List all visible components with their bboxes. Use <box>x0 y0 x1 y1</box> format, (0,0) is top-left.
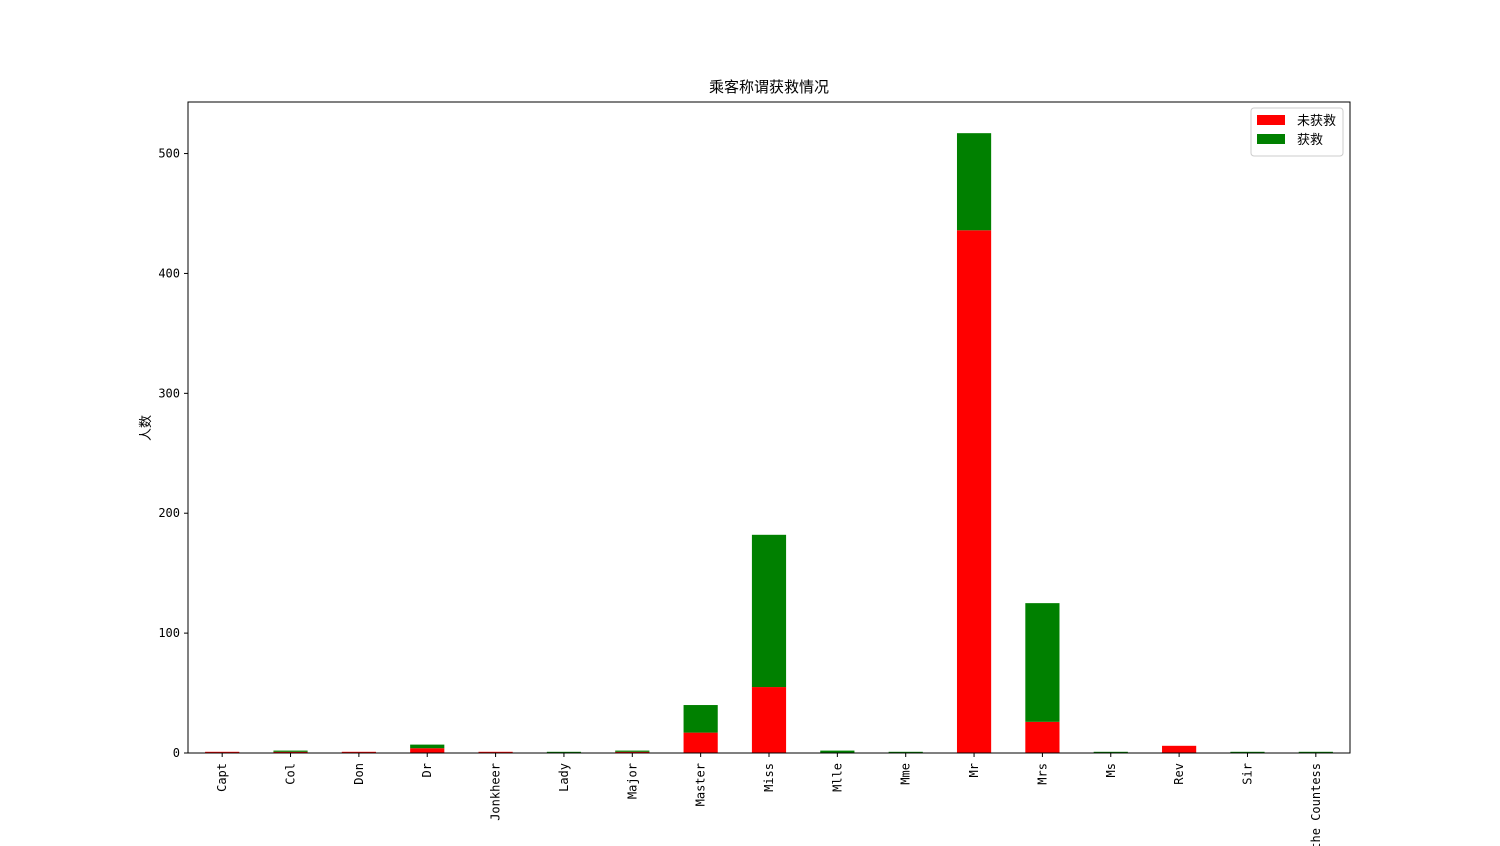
x-axis: Capt Col Don Dr Jonkheer Lady Major Master Miss M… <box>215 753 1323 846</box>
x-tick-label: Lady <box>557 763 571 792</box>
x-tick-label: Jonkheer <box>489 763 503 821</box>
legend-label: 未获救 <box>1297 113 1336 129</box>
y-tick-label: 200 <box>158 506 180 520</box>
legend-swatch <box>1257 115 1285 125</box>
bars-layer <box>205 133 1333 753</box>
x-tick-label: the Countess <box>1309 763 1323 846</box>
bar-mr-series-1 <box>956 133 992 231</box>
y-tick-label: 500 <box>158 147 180 161</box>
y-axis-label: 人数 <box>139 415 154 441</box>
bar-col-series-1 <box>273 750 308 752</box>
bar-capt-series-0 <box>205 751 240 753</box>
x-tick-label: Ms <box>1104 763 1118 777</box>
bar-mlle-series-1 <box>820 750 855 753</box>
bar-mr-series-0 <box>956 230 992 753</box>
bar-ms-series-1 <box>1093 751 1128 753</box>
plot-frame <box>187 101 1351 754</box>
bar-the-countess-series-1 <box>1298 751 1333 753</box>
x-tick-label: Mr <box>967 763 981 777</box>
bar-rev-series-0 <box>1162 745 1197 753</box>
y-tick-label: 400 <box>158 266 180 280</box>
bar-mme-series-1 <box>888 751 923 753</box>
x-tick-label: Dr <box>420 763 434 777</box>
y-tick-label: 100 <box>158 626 180 640</box>
x-tick-label: Sir <box>1240 763 1254 785</box>
x-tick-label: Capt <box>215 763 229 792</box>
y-tick-label: 300 <box>158 386 180 400</box>
bar-dr-series-1 <box>410 744 445 749</box>
bar-jonkheer-series-0 <box>478 751 513 753</box>
bar-master-series-0 <box>683 732 718 753</box>
bar-miss-series-1 <box>751 534 787 688</box>
bar-lady-series-1 <box>546 751 582 753</box>
bar-mrs-series-0 <box>1025 721 1060 753</box>
bar-don-series-0 <box>341 751 376 753</box>
x-tick-label: Col <box>284 763 298 785</box>
x-tick-label: Miss <box>762 763 776 792</box>
x-tick-label: Mlle <box>830 763 844 792</box>
bar-miss-series-0 <box>751 687 787 753</box>
bar-master-series-1 <box>683 705 718 733</box>
x-tick-label: Mrs <box>1035 763 1049 785</box>
bar-sir-series-1 <box>1230 751 1265 753</box>
chart-title: 乘客称谓获救情况 <box>709 78 829 96</box>
y-tick-label: 0 <box>173 746 180 760</box>
x-tick-label: Major <box>625 763 639 799</box>
bar-mrs-series-1 <box>1025 603 1060 722</box>
bar-major-series-1 <box>615 750 650 752</box>
legend-swatch <box>1257 134 1285 144</box>
x-tick-label: Don <box>352 763 366 785</box>
y-axis: 0 100 200 300 400 500 <box>158 147 188 760</box>
bar-col-series-0 <box>273 751 308 753</box>
x-tick-label: Mme <box>899 763 913 785</box>
bar-major-series-0 <box>615 751 650 753</box>
x-tick-label: Rev <box>1172 763 1186 785</box>
bar-dr-series-0 <box>410 748 445 753</box>
legend-label: 获救 <box>1297 132 1323 148</box>
x-tick-label: Master <box>694 763 708 806</box>
